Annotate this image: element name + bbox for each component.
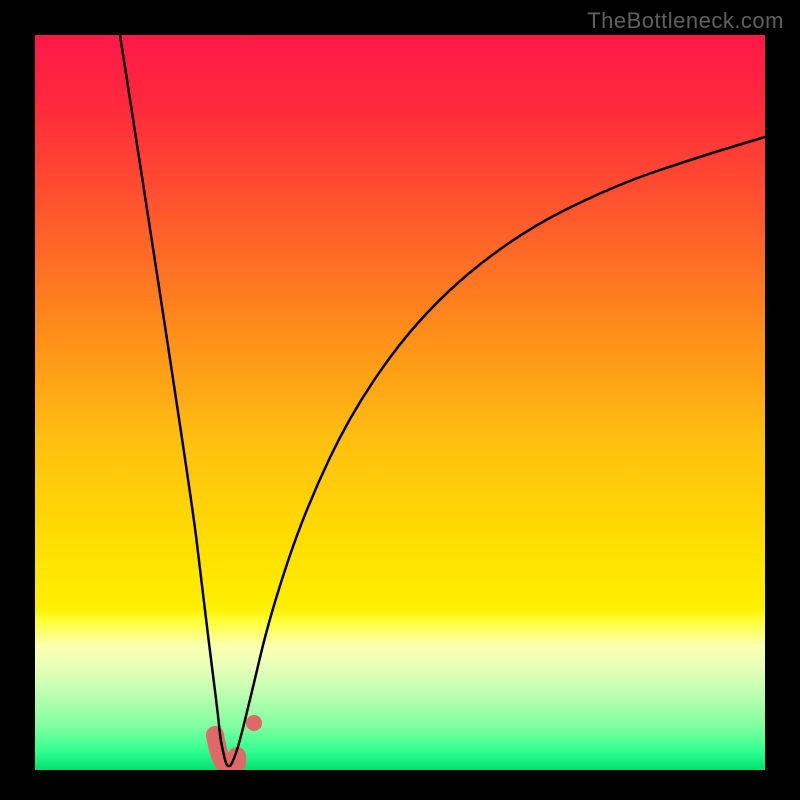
plot-area (35, 35, 765, 770)
chart-frame (0, 0, 800, 800)
background-gradient (35, 35, 765, 770)
watermark-text: TheBottleneck.com (587, 8, 784, 34)
